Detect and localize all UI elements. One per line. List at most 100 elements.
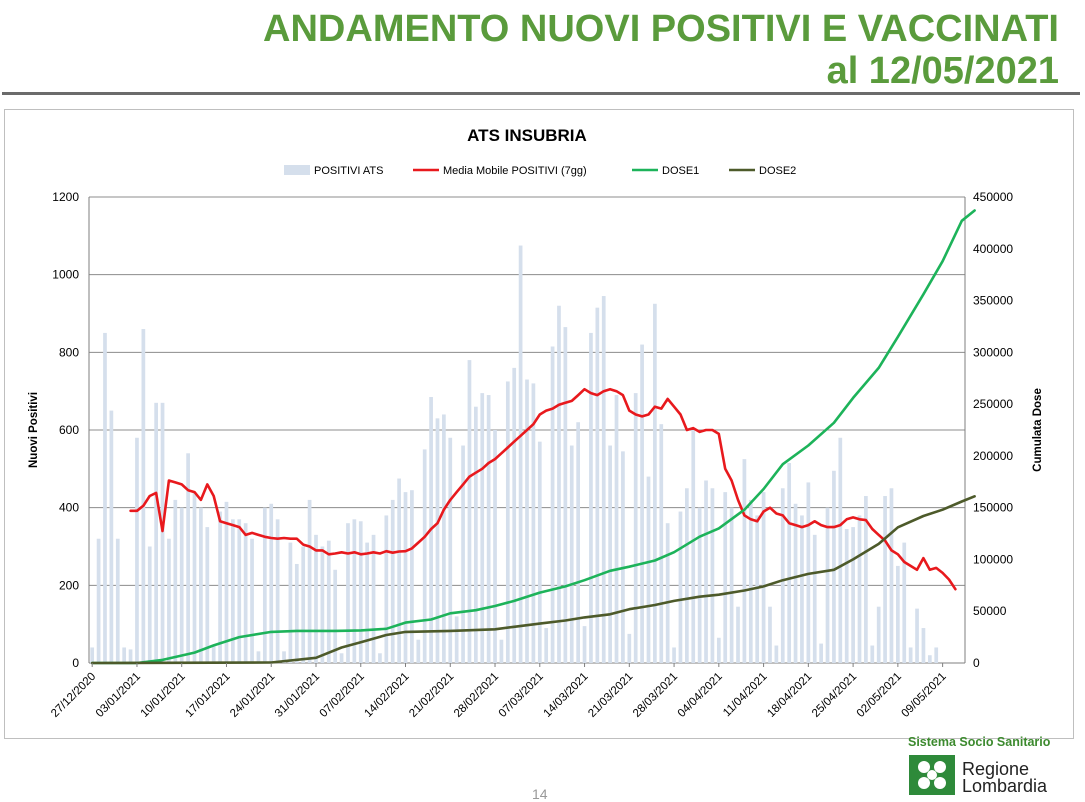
- bar-positivi: [748, 499, 753, 663]
- bar-positivi: [697, 507, 702, 663]
- bar-positivi: [326, 540, 331, 663]
- bar-positivi: [294, 563, 299, 663]
- y2-tick-label: 100000: [973, 552, 1013, 566]
- bar-positivi: [141, 329, 146, 663]
- bar-positivi: [870, 645, 875, 663]
- bar-positivi: [518, 245, 523, 663]
- bar-positivi: [403, 492, 408, 663]
- bar-positivi: [275, 519, 280, 663]
- bar-positivi: [736, 606, 740, 663]
- bar-positivi: [896, 565, 900, 663]
- bar-positivi: [307, 499, 312, 663]
- bar-positivi: [851, 527, 855, 663]
- bar-positivi: [704, 480, 708, 663]
- bar-positivi: [742, 459, 747, 663]
- bar-positivi: [902, 542, 907, 663]
- bar-positivi: [921, 628, 926, 663]
- bar-positivi: [768, 606, 772, 663]
- bar-positivi: [563, 327, 568, 663]
- bar-positivi: [154, 402, 158, 663]
- bar-positivi: [416, 639, 421, 663]
- title-divider: [2, 92, 1080, 95]
- y2-tick-label: 450000: [973, 190, 1013, 204]
- bar-positivi: [755, 515, 760, 663]
- bar-positivi: [653, 303, 657, 663]
- y-tick-label: 1200: [52, 190, 79, 204]
- bar-positivi: [544, 628, 549, 663]
- x-tick-label: 04/04/2021: [676, 671, 725, 720]
- line-dose2: [90, 494, 976, 665]
- bar-positivi: [454, 616, 459, 663]
- page-number: 14: [532, 786, 548, 802]
- x-tick-label: 02/05/2021: [855, 671, 904, 720]
- x-tick-label: 21/03/2021: [586, 671, 635, 720]
- bar-positivi: [333, 569, 338, 663]
- bar-positivi: [774, 645, 779, 663]
- legend-label-media-mobile: Media Mobile POSITIVI (7gg): [443, 165, 587, 177]
- bar-positivi: [288, 542, 293, 663]
- bar-positivi: [844, 529, 849, 663]
- x-tick-label: 17/01/2021: [183, 671, 232, 720]
- y2-tick-label: 0: [973, 656, 980, 670]
- bar-positivi: [608, 445, 612, 663]
- bar-positivi: [192, 492, 197, 663]
- bar-positivi: [346, 523, 350, 663]
- bar-positivi: [371, 534, 376, 663]
- legend-label-positivi: POSITIVI ATS: [314, 165, 383, 177]
- bar-positivi: [314, 534, 318, 663]
- chart-title: ATS INSUBRIA: [467, 126, 587, 145]
- x-tick-label: 14/02/2021: [362, 671, 411, 720]
- x-tick-label: 28/03/2021: [631, 671, 680, 720]
- bar-positivi: [915, 608, 919, 663]
- bar-positivi: [633, 393, 638, 663]
- x-tick-label: 28/02/2021: [452, 671, 501, 720]
- bar-positivi: [512, 367, 517, 663]
- bar-positivi: [761, 492, 766, 663]
- line-media-mobile: [129, 387, 957, 591]
- bar-positivi: [435, 418, 440, 663]
- bar-positivi: [186, 453, 190, 663]
- bar-positivi: [723, 492, 728, 663]
- bar-positivi: [729, 507, 734, 663]
- bar-positivi: [448, 437, 453, 663]
- y-tick-label: 400: [59, 501, 79, 515]
- bar-positivi: [589, 332, 593, 663]
- bar-positivi: [160, 402, 165, 663]
- brand-name-line1: Regione: [962, 759, 1030, 779]
- bar-positivi: [378, 653, 382, 663]
- bar-positivi: [282, 651, 286, 663]
- x-tick-label: 07/02/2021: [318, 671, 367, 720]
- bar-positivi: [103, 332, 107, 663]
- bar-positivi: [135, 437, 139, 663]
- bar-positivi: [358, 521, 363, 663]
- bar-positivi: [301, 546, 306, 663]
- bar-positivi: [442, 414, 446, 663]
- bar-positivi: [857, 515, 862, 663]
- bar-positivi: [467, 360, 472, 663]
- bar-positivi: [627, 633, 632, 663]
- x-tick-label: 14/03/2021: [541, 671, 590, 720]
- bar-positivi: [147, 546, 152, 663]
- bar-positivi: [927, 655, 932, 663]
- bar-positivi: [262, 507, 267, 663]
- bar-positivi: [576, 422, 581, 663]
- bar-positivi: [646, 476, 651, 663]
- bar-positivi: [531, 383, 536, 663]
- x-tick-label: 25/04/2021: [810, 671, 859, 720]
- x-tick-label: 31/01/2021: [273, 671, 322, 720]
- y-tick-label: 200: [59, 578, 79, 592]
- bar-positivi: [716, 637, 721, 663]
- chart-frame: 0 200 400 600 800 1000 1200 0 50000 100000 150000 2…: [4, 109, 1074, 739]
- bar-positivi: [934, 647, 939, 663]
- y-tick-label: 1000: [52, 268, 79, 282]
- bar-positivi: [582, 626, 587, 663]
- x-tick-label: 11/04/2021: [721, 671, 770, 720]
- regione-lombardia-logo: [909, 755, 955, 795]
- legend-swatch-positivi: [284, 165, 310, 175]
- brand-name-line2: Lombardia: [962, 776, 1048, 796]
- y-tick-label: 0: [72, 656, 79, 670]
- bar-positivi: [410, 490, 414, 663]
- bar-positivi: [179, 507, 184, 663]
- bar-positivi: [691, 430, 696, 663]
- bar-positivi: [812, 534, 817, 663]
